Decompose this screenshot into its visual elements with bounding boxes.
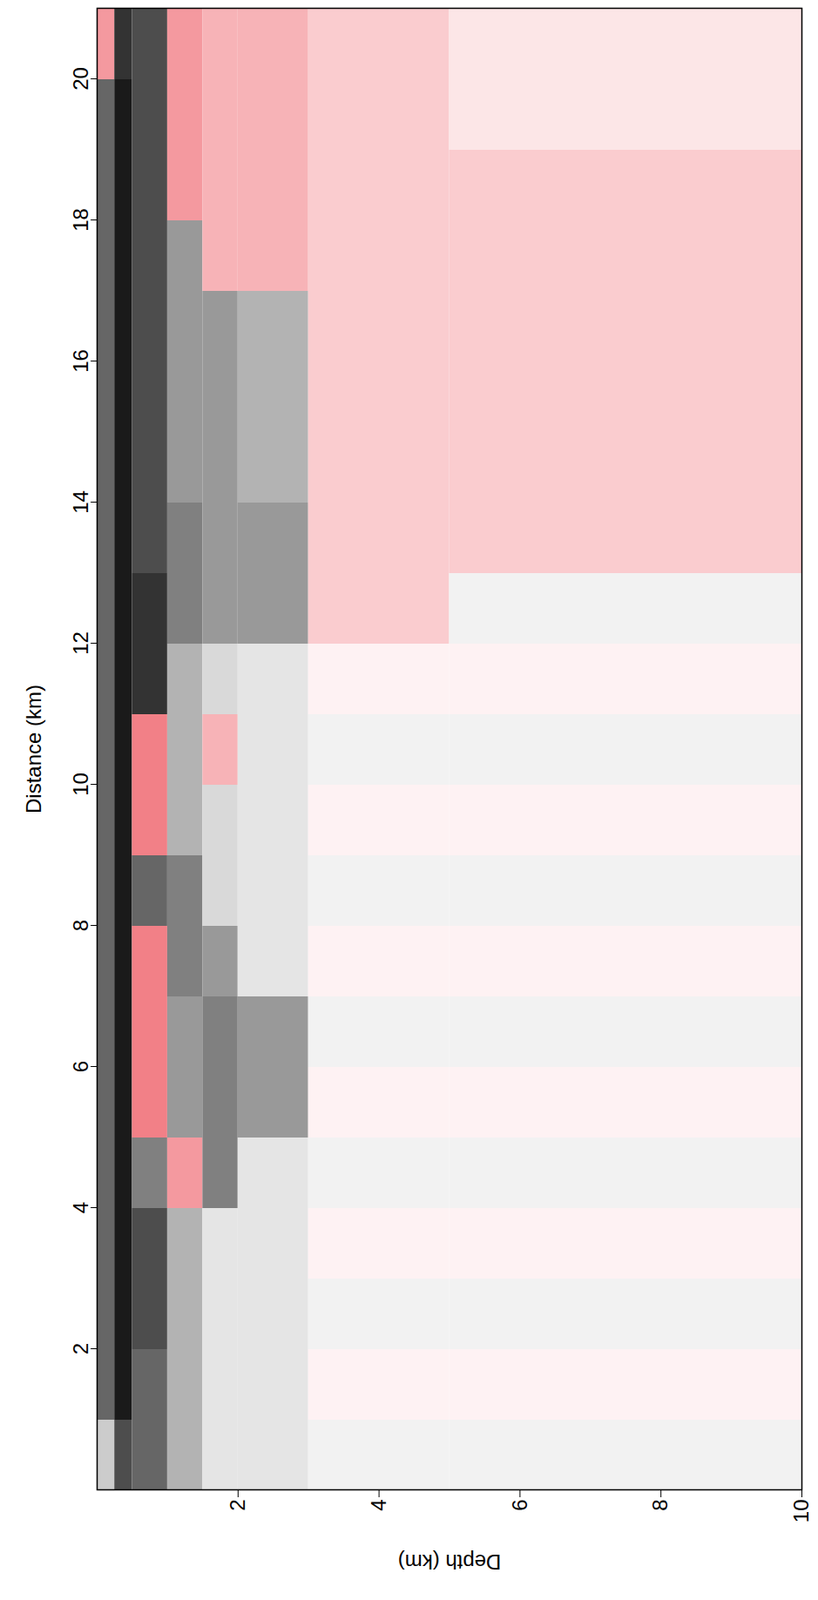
- svg-text:Distance (km): Distance (km): [21, 684, 46, 814]
- svg-text:12: 12: [68, 631, 93, 656]
- svg-text:6: 6: [507, 1500, 532, 1512]
- svg-text:18: 18: [68, 208, 93, 232]
- svg-text:2: 2: [225, 1500, 250, 1512]
- svg-text:6: 6: [68, 1061, 93, 1073]
- svg-text:4: 4: [366, 1500, 391, 1512]
- svg-text:8: 8: [68, 919, 93, 932]
- svg-text:8: 8: [648, 1500, 672, 1512]
- svg-text:Depth (km): Depth (km): [398, 1550, 502, 1575]
- svg-text:10: 10: [68, 772, 93, 797]
- svg-text:20: 20: [68, 67, 93, 91]
- svg-text:10: 10: [789, 1500, 813, 1524]
- svg-text:2: 2: [68, 1343, 93, 1355]
- svg-text:4: 4: [68, 1202, 93, 1214]
- svg-text:14: 14: [68, 490, 93, 514]
- svg-text:16: 16: [68, 349, 93, 373]
